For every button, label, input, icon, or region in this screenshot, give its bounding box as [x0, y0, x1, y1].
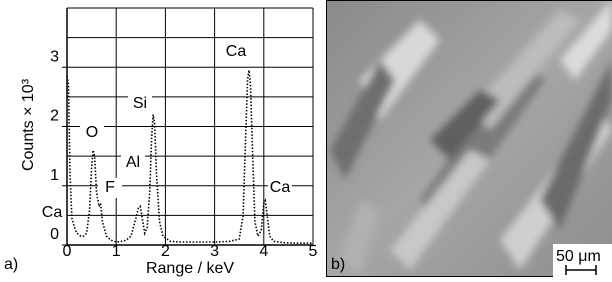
annotation: Si [133, 95, 147, 112]
panel-label: b) [331, 256, 345, 273]
page: {"chart_data": {"type": "line", "xlabel"… [0, 0, 612, 277]
micrograph [326, 0, 612, 277]
x-axis-label: Range / keV [146, 260, 234, 277]
x-tick-label: 2 [161, 243, 170, 260]
annotation: Ca [226, 43, 247, 60]
scale-bar-label: 50 μm [556, 248, 601, 265]
spectrum-line [67, 70, 313, 243]
annotation: F [105, 179, 115, 196]
annotation: Ca [270, 179, 291, 196]
y-axis-label: Counts × 10³ [20, 78, 37, 171]
annotation: Ca [42, 204, 63, 221]
figure: 50 μm 0123450123Range / keVCounts × 10³C… [0, 0, 612, 277]
x-tick-label: 3 [210, 243, 219, 260]
y-tick-label: 2 [50, 108, 59, 125]
x-tick-label: 4 [259, 243, 268, 260]
y-tick-label: 0 [50, 226, 59, 243]
x-tick-label: 1 [112, 243, 121, 260]
x-tick-label: 5 [309, 243, 318, 260]
x-tick-label: 0 [63, 243, 72, 260]
annotation: Al [126, 154, 140, 171]
y-tick-label: 3 [50, 48, 59, 65]
y-tick-label: 1 [50, 167, 59, 184]
annotation: O [86, 124, 98, 141]
panel-label: a) [4, 256, 18, 273]
